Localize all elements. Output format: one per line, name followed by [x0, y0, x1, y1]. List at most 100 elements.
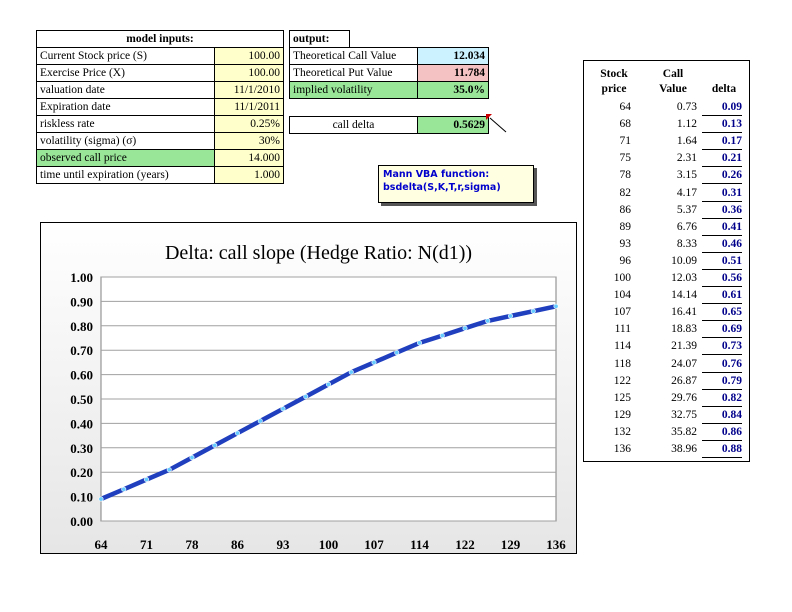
output-label: Theoretical Call Value [289, 47, 418, 65]
call-delta-value[interactable]: 0.5629 [417, 116, 489, 134]
delta-chart: Delta: call slope (Hedge Ratio: N(d1)) 0.… [40, 222, 577, 554]
y-tick-label: 0.70 [70, 343, 93, 358]
delta-data-point [348, 369, 354, 375]
table-row: 64 0.73 0.09 [584, 99, 749, 116]
table-row: 107 16.41 0.65 [584, 304, 749, 322]
delta-data-point [166, 467, 172, 473]
table-row: 111 18.83 0.69 [584, 321, 749, 339]
table-row: 125 29.76 0.82 [584, 390, 749, 407]
output-value[interactable]: 35.0% [417, 81, 489, 99]
delta-cell: 0.21 [702, 150, 742, 168]
table-row: 132 35.82 0.86 [584, 424, 749, 441]
table-row: 96 10.09 0.51 [584, 253, 749, 270]
output-value[interactable]: 12.034 [417, 47, 489, 65]
stock-price-cell: 82 [619, 186, 632, 199]
table-row: 86 5.37 0.36 [584, 202, 749, 219]
x-tick-label: 114 [410, 537, 429, 552]
table-row: 93 8.33 0.46 [584, 236, 749, 253]
delta-cell: 0.82 [702, 390, 742, 407]
y-tick-label: 0.20 [70, 465, 93, 480]
delta-data-point [235, 430, 241, 436]
delta-cell: 0.73 [702, 338, 742, 356]
input-value[interactable]: 11/1/2011 [214, 98, 284, 116]
y-tick-label: 0.10 [70, 490, 93, 505]
delta-chart-svg: Delta: call slope (Hedge Ratio: N(d1)) 0.… [70, 242, 566, 552]
delta-data-point [394, 350, 400, 356]
input-label: valuation date [36, 81, 215, 99]
stock-price-cell: 75 [619, 152, 632, 165]
output-header: output: [289, 30, 350, 48]
output-table: Theoretical Call Value 12.034 Theoretical … [289, 47, 489, 99]
delta-data-point [507, 313, 513, 319]
input-value[interactable]: 0.25% [214, 115, 284, 133]
model-inputs-table: Current Stock price (S) 100.00 Exercise Pr… [36, 47, 284, 184]
input-value[interactable]: 100.00 [214, 64, 284, 82]
delta-data-point [416, 340, 422, 346]
table-row: 104 14.14 0.61 [584, 287, 749, 305]
y-tick-label: 0.50 [70, 392, 93, 407]
input-value[interactable]: 30% [214, 132, 284, 150]
y-tick-label: 0.40 [70, 416, 93, 431]
delta-cell: 0.31 [702, 185, 742, 202]
table-row: 118 24.07 0.76 [584, 356, 749, 373]
delta-data-point [257, 418, 263, 424]
table-row: 75 2.31 0.21 [584, 150, 749, 168]
stock-price-cell: 132 [613, 425, 631, 438]
output-panel: output: Theoretical Call Value 12.034 Theo… [289, 30, 489, 140]
delta-cell: 0.13 [702, 116, 742, 134]
call-value-cell: 3.15 [676, 169, 697, 182]
input-row: Expiration date 11/1/2011 [36, 98, 284, 116]
delta-cell: 0.56 [702, 270, 742, 287]
delta-cell: 0.51 [702, 253, 742, 270]
y-tick-label: 0.90 [70, 294, 93, 309]
x-tick-label: 129 [501, 537, 521, 552]
delta-cell: 0.88 [702, 441, 742, 458]
table-row: 129 32.75 0.84 [584, 407, 749, 424]
input-label: riskless rate [36, 115, 215, 133]
output-value[interactable]: 11.784 [417, 64, 489, 82]
input-label: time until expiration (years) [36, 166, 215, 184]
table-row: 122 26.87 0.79 [584, 373, 749, 390]
call-value-cell: 38.96 [671, 443, 697, 455]
x-tick-label: 64 [95, 537, 109, 552]
call-value-cell: 0.73 [676, 101, 697, 113]
delta-cell: 0.65 [702, 304, 742, 322]
x-tick-label: 100 [319, 537, 339, 552]
output-label: Theoretical Put Value [289, 64, 418, 82]
input-value[interactable]: 14.000 [214, 149, 284, 167]
delta-data-point [121, 486, 127, 492]
delta-cell: 0.84 [702, 407, 742, 424]
call-value-header-line1: Call [662, 68, 684, 80]
call-value-cell: 35.82 [671, 425, 697, 438]
table-row: 89 6.76 0.41 [584, 219, 749, 236]
delta-data-point [98, 496, 104, 502]
input-label: Current Stock price (S) [36, 47, 215, 65]
delta-cell: 0.36 [702, 202, 742, 219]
input-value[interactable]: 1.000 [214, 166, 284, 184]
input-row: time until expiration (years) 1.000 [36, 166, 284, 184]
call-value-header: Call Value [648, 67, 698, 97]
call-value-cell: 12.03 [671, 272, 697, 284]
table-row: 68 1.12 0.13 [584, 116, 749, 134]
input-row: Current Stock price (S) 100.00 [36, 47, 284, 65]
table-row: 114 21.39 0.73 [584, 338, 749, 356]
input-value[interactable]: 11/1/2010 [214, 81, 284, 99]
call-value-cell: 29.76 [671, 391, 697, 404]
x-tick-label: 78 [186, 537, 200, 552]
comment-arrow [486, 114, 507, 133]
x-tick-label: 107 [364, 537, 384, 552]
call-value-cell: 1.64 [676, 135, 697, 148]
delta-cell: 0.09 [702, 99, 742, 116]
delta-data-point [303, 394, 309, 400]
call-value-cell: 32.75 [671, 408, 697, 421]
stock-price-cell: 125 [613, 391, 631, 404]
delta-cell: 0.46 [702, 236, 742, 253]
stock-price-cell: 89 [619, 220, 632, 233]
stock-price-header-line2: price [601, 83, 627, 95]
delta-data-point [485, 318, 491, 324]
input-value[interactable]: 100.00 [214, 47, 284, 65]
stock-price-cell: 129 [613, 408, 631, 421]
y-tick-label: 0.00 [70, 514, 93, 529]
call-value-cell: 4.17 [676, 186, 697, 199]
input-label: Exercise Price (X) [36, 64, 215, 82]
